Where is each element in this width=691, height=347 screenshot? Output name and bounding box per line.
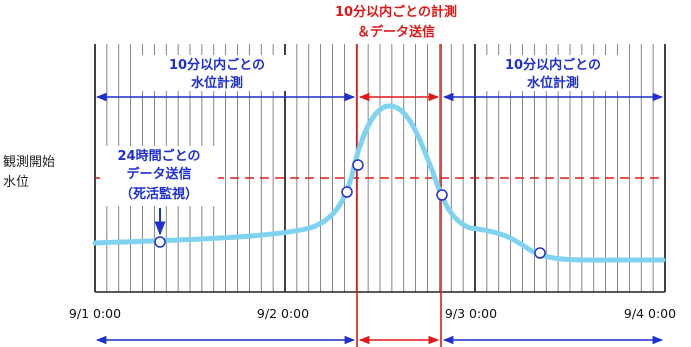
right-label-bg: [478, 55, 628, 91]
top-center-line2: ＆データ送信: [357, 24, 435, 40]
x-tick-label: 9/1 0:00: [69, 306, 121, 321]
left-period-line1: 10分以内ごとの: [169, 57, 265, 73]
daily-send-line3: （死活監視）: [120, 186, 198, 202]
x-tick-label: 9/3 0:00: [445, 306, 497, 321]
start-level-line2: 水位: [3, 175, 29, 190]
measurement-point: [154, 236, 166, 248]
x-tick-label: 9/2 0:00: [257, 306, 309, 321]
right-period-line1: 10分以内ごとの: [505, 57, 601, 73]
left-period-line2: 水位計測: [191, 75, 243, 91]
measurement-point: [436, 189, 448, 201]
daily-label-bg: [100, 146, 218, 206]
measurement-point: [534, 247, 546, 259]
measurement-point: [352, 159, 364, 171]
right-period-line2: 水位計測: [527, 75, 579, 91]
left-label-bg: [142, 55, 292, 91]
x-tick-label: 9/4 0:00: [624, 306, 676, 321]
water-level-curve: [92, 103, 666, 263]
daily-send-line1: 24時間ごとの: [118, 148, 201, 164]
top-center-line1: 10分以内ごとの計測: [335, 4, 457, 20]
measurement-point: [341, 186, 353, 198]
measurement-points: [154, 159, 546, 259]
daily-send-line2: データ送信: [126, 166, 191, 182]
start-level-line1: 観測開始: [3, 155, 55, 170]
